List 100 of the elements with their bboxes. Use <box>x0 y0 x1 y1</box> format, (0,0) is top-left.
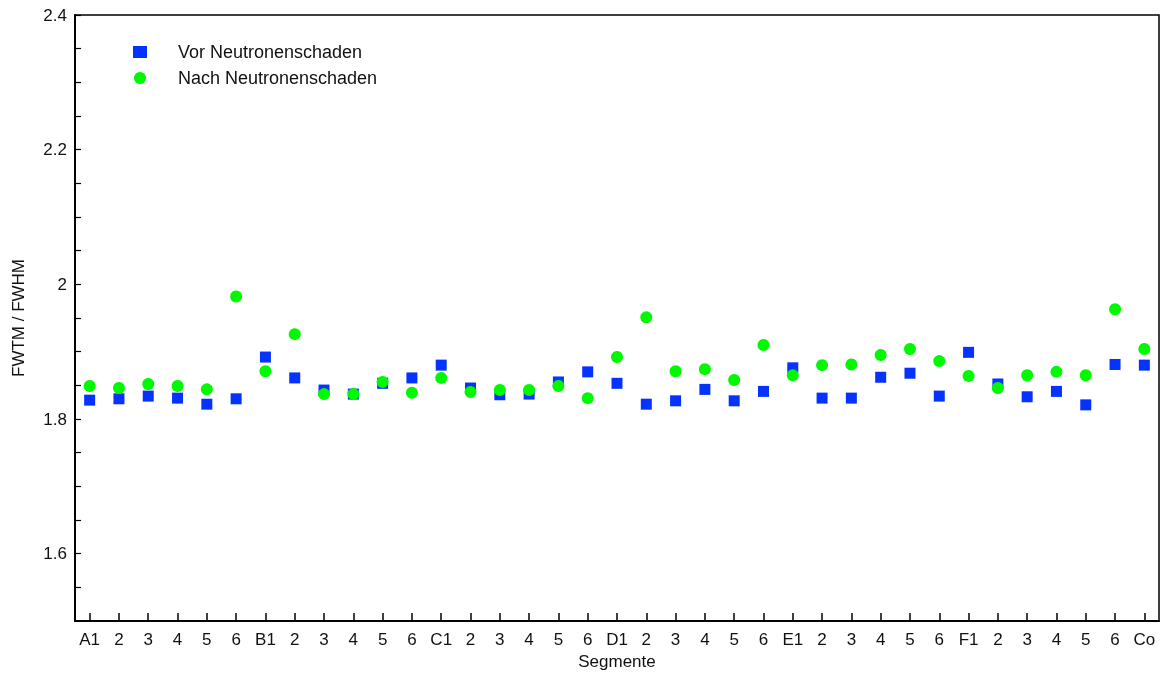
point <box>83 380 96 392</box>
point <box>259 351 271 363</box>
x-tick-label: 2 <box>641 630 652 649</box>
point <box>435 359 447 371</box>
point <box>1021 391 1033 403</box>
x-tick-label: 2 <box>290 630 300 649</box>
point <box>1079 369 1092 382</box>
legend-label: Vor Neutronenschaden <box>178 42 363 62</box>
x-tick-label: 4 <box>875 630 886 649</box>
x-tick-label: E1 <box>782 630 804 649</box>
x-tick-label: 3 <box>670 630 681 649</box>
point <box>640 398 652 410</box>
point <box>816 359 829 372</box>
x-tick-label: 6 <box>582 630 593 649</box>
point <box>523 384 536 397</box>
x-tick-label: 5 <box>729 630 739 649</box>
point <box>318 388 331 401</box>
x-tick-label: 2 <box>993 630 1003 649</box>
point <box>1138 342 1151 355</box>
point <box>757 338 770 351</box>
x-tick-label: 5 <box>202 630 212 649</box>
point <box>933 355 946 368</box>
point <box>552 380 565 392</box>
x-tick-label: 6 <box>758 630 769 649</box>
point <box>435 371 448 384</box>
x-tick-label: 4 <box>700 630 710 649</box>
point <box>874 349 887 362</box>
point <box>405 386 418 399</box>
x-tick-label: B1 <box>255 630 276 649</box>
x-tick-label: 6 <box>407 630 417 649</box>
point <box>1080 399 1092 411</box>
point <box>669 365 682 378</box>
x-tick-label: 5 <box>553 630 564 649</box>
point <box>230 393 242 405</box>
x-tick-label: 2 <box>114 630 124 649</box>
point <box>1050 385 1062 397</box>
point <box>112 382 125 395</box>
point <box>230 290 243 303</box>
point <box>259 365 272 378</box>
point <box>728 373 741 386</box>
legend-label: Nach Neutronenschaden <box>178 68 378 88</box>
x-tick-label: 2 <box>817 630 827 649</box>
y-tick-label: 2.2 <box>43 140 67 160</box>
point <box>464 386 477 399</box>
point <box>142 377 155 390</box>
point <box>845 392 857 404</box>
x-tick-label: 3 <box>495 630 505 649</box>
x-tick-label: 3 <box>143 630 153 649</box>
x-tick-label: 6 <box>231 630 241 649</box>
point <box>904 367 916 379</box>
point <box>962 369 975 382</box>
point <box>406 372 418 384</box>
point <box>786 369 799 382</box>
x-tick-label: 3 <box>319 630 329 649</box>
x-tick-label: 5 <box>905 630 915 649</box>
point <box>640 311 653 324</box>
x-tick-label: F1 <box>958 630 979 649</box>
point <box>172 392 184 404</box>
point <box>991 382 1004 395</box>
point <box>611 377 623 389</box>
point <box>875 371 887 383</box>
point <box>611 351 623 364</box>
x-tick-label: Co <box>1133 630 1156 649</box>
point <box>670 395 682 407</box>
point <box>289 372 301 384</box>
point <box>200 383 213 396</box>
point <box>84 394 96 406</box>
y-tick-label: 2.4 <box>43 5 67 25</box>
x-tick-label: 6 <box>934 630 944 649</box>
x-tick-label: 3 <box>1022 630 1032 649</box>
point <box>903 342 916 355</box>
point <box>493 384 506 397</box>
point <box>757 385 769 397</box>
x-tick-label: 4 <box>348 630 359 649</box>
point <box>1138 359 1150 371</box>
point <box>816 392 828 404</box>
x-tick-label: D1 <box>606 630 628 649</box>
y-tick-label: 1.8 <box>43 409 67 429</box>
point <box>142 390 154 402</box>
point <box>845 358 858 371</box>
point <box>288 328 301 341</box>
x-tick-label: 4 <box>524 630 534 649</box>
y-tick-label: 1.6 <box>43 544 67 564</box>
point <box>201 398 213 410</box>
x-axis-title: Segmente <box>578 652 656 671</box>
point <box>933 390 945 402</box>
point <box>113 393 125 405</box>
point <box>698 363 711 376</box>
x-tick-label: 4 <box>172 630 183 649</box>
point <box>728 395 740 407</box>
x-tick-label: 4 <box>1051 630 1062 649</box>
point <box>963 346 975 358</box>
point <box>1109 303 1122 316</box>
x-tick-label: C1 <box>430 630 453 649</box>
y-axis-title: FWTM / FWHM <box>9 258 28 378</box>
point <box>171 380 184 392</box>
point <box>1109 358 1121 370</box>
x-tick-label: 5 <box>377 630 388 649</box>
x-tick-label: 2 <box>465 630 476 649</box>
x-tick-label: 6 <box>1110 630 1120 649</box>
